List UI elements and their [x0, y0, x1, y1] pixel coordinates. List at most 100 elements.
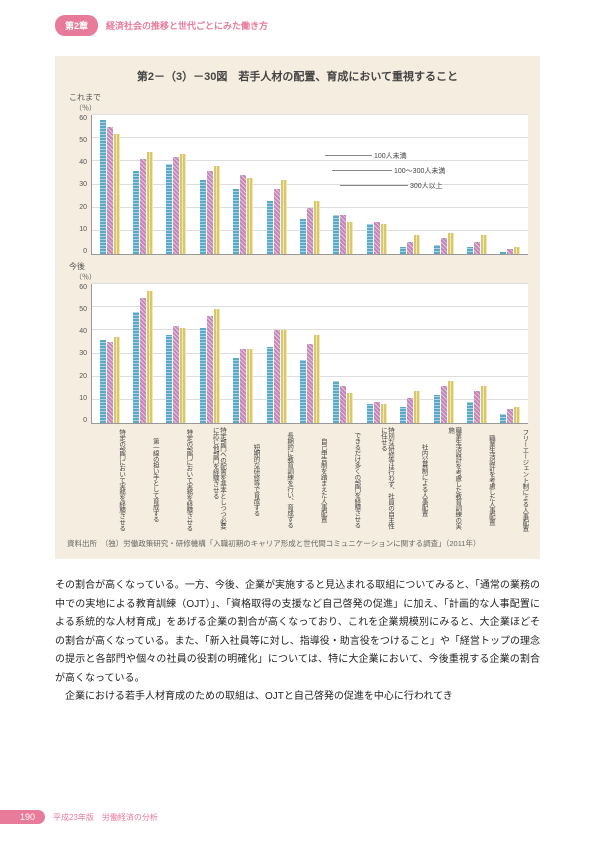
bar-group [327, 284, 360, 423]
bar [281, 330, 287, 423]
page-number: 190 [0, 810, 45, 824]
chart-bottom: 今後 （％） 6050403020100 特定の部門において実務を経験させる第一… [67, 261, 528, 532]
bar [300, 219, 306, 254]
y-tick: 30 [79, 181, 87, 188]
bar-group [227, 115, 260, 254]
y-axis: 60 50 40 30 20 10 0 [67, 115, 91, 255]
subtitle-top: これまで [69, 92, 528, 103]
bar-group [160, 284, 193, 423]
bar-group [93, 115, 126, 254]
bar [107, 342, 113, 423]
y-tick: 10 [79, 226, 87, 233]
y-tick: 10 [79, 395, 87, 402]
bar [434, 395, 440, 423]
bar [514, 407, 520, 423]
bar [367, 224, 373, 254]
bar [173, 326, 179, 423]
bar [400, 407, 406, 423]
bar-group [494, 115, 527, 254]
x-tick-label: 職業生活設計を考慮した人事配置 [461, 427, 495, 532]
bar-group [227, 284, 260, 423]
bar-group [93, 284, 126, 423]
bar [207, 171, 213, 254]
x-tick-label: 短期的な研修等で育成する [225, 427, 259, 532]
y-tick: 40 [79, 159, 87, 166]
x-tick-label: 長期的に教育訓練を行い、育成する [259, 427, 293, 532]
bar [481, 235, 487, 254]
legend-series-2: 100～300人未満 [394, 166, 445, 176]
bar [247, 349, 253, 423]
y-tick: 0 [83, 248, 87, 255]
bar [274, 330, 280, 423]
x-tick-label: 自己申告制を踏まえた人事配置 [293, 427, 327, 532]
bar-group [293, 115, 326, 254]
subtitle-bottom: 今後 [69, 261, 528, 272]
bar-group [193, 115, 226, 254]
legend-series-3: 300人以上 [410, 181, 443, 191]
bar [374, 402, 380, 423]
y-tick: 60 [79, 115, 87, 122]
legend-leader-line [340, 185, 408, 186]
bar [233, 358, 239, 423]
bar [267, 201, 273, 254]
bar [180, 154, 186, 254]
y-axis: 6050403020100 [67, 284, 91, 424]
bar [333, 381, 339, 423]
footer: 190 平成23年版 労働経済の分析 [0, 810, 158, 824]
bar [133, 171, 139, 254]
bar [166, 335, 172, 423]
bar [347, 393, 353, 423]
bar [207, 316, 213, 423]
bar [407, 242, 413, 254]
paragraph-2: 企業における若手人材育成のための取組は、OJTと自己啓発の促進を中心に行われてき [55, 688, 540, 707]
bar-group [193, 284, 226, 423]
bar [434, 245, 440, 254]
bar [147, 291, 153, 423]
bar-group [360, 284, 393, 423]
x-tick-label: 第一線の担い手として育成する [125, 427, 159, 532]
chapter-badge: 第2章 [55, 15, 98, 36]
legend-leader-line [332, 170, 392, 171]
bar-group [460, 284, 493, 423]
bar [133, 312, 139, 423]
bar [347, 222, 353, 254]
y-tick: 20 [79, 204, 87, 211]
x-tick-label: 特定部門への配置を基本としつつ必要に応じ他部門を経験させる [192, 427, 226, 532]
bar [381, 404, 387, 423]
bar-group [460, 115, 493, 254]
plot-area: 100人未満 100～300人未満 300人以上 [91, 115, 528, 255]
bar-group [160, 115, 193, 254]
figure-container: 第2－（3）－30図 若手人材の配置、育成において重視すること これまで （％）… [55, 56, 540, 559]
bar [114, 337, 120, 423]
bar [100, 120, 106, 254]
body-text: その割合が高くなっている。一方、今後、企業が実施すると見込まれる取組についてみる… [55, 577, 540, 707]
y-tick: 40 [79, 328, 87, 335]
bar-group [126, 284, 159, 423]
bar [374, 222, 380, 254]
bar [140, 298, 146, 423]
chart-top: これまで （％） 6050403020100 100人未満 100～300人未満… [67, 92, 528, 255]
bar [281, 180, 287, 254]
plot-area [91, 284, 528, 424]
bar [474, 242, 480, 254]
bar [114, 134, 120, 254]
bar [414, 235, 420, 254]
y-tick: 50 [79, 137, 87, 144]
figure-title: 第2－（3）－30図 若手人材の配置、育成において重視すること [67, 68, 528, 84]
bar [467, 402, 473, 423]
bar [180, 328, 186, 423]
bar-group [126, 115, 159, 254]
y-tick: 20 [79, 373, 87, 380]
y-tick: 60 [79, 284, 87, 291]
bar [274, 189, 280, 254]
bar [307, 208, 313, 254]
bar [307, 344, 313, 423]
x-tick-label: できるだけ多くの部門を経験させる [326, 427, 360, 532]
legend-series-1: 100人未満 [374, 151, 407, 161]
paragraph-1: その割合が高くなっている。一方、今後、企業が実施すると見込まれる取組についてみる… [55, 577, 540, 688]
bar [173, 157, 179, 254]
x-tick-label: フリーエージェント制による人事配置 [494, 427, 528, 532]
bar [314, 335, 320, 423]
bar [100, 340, 106, 423]
bar [441, 238, 447, 254]
